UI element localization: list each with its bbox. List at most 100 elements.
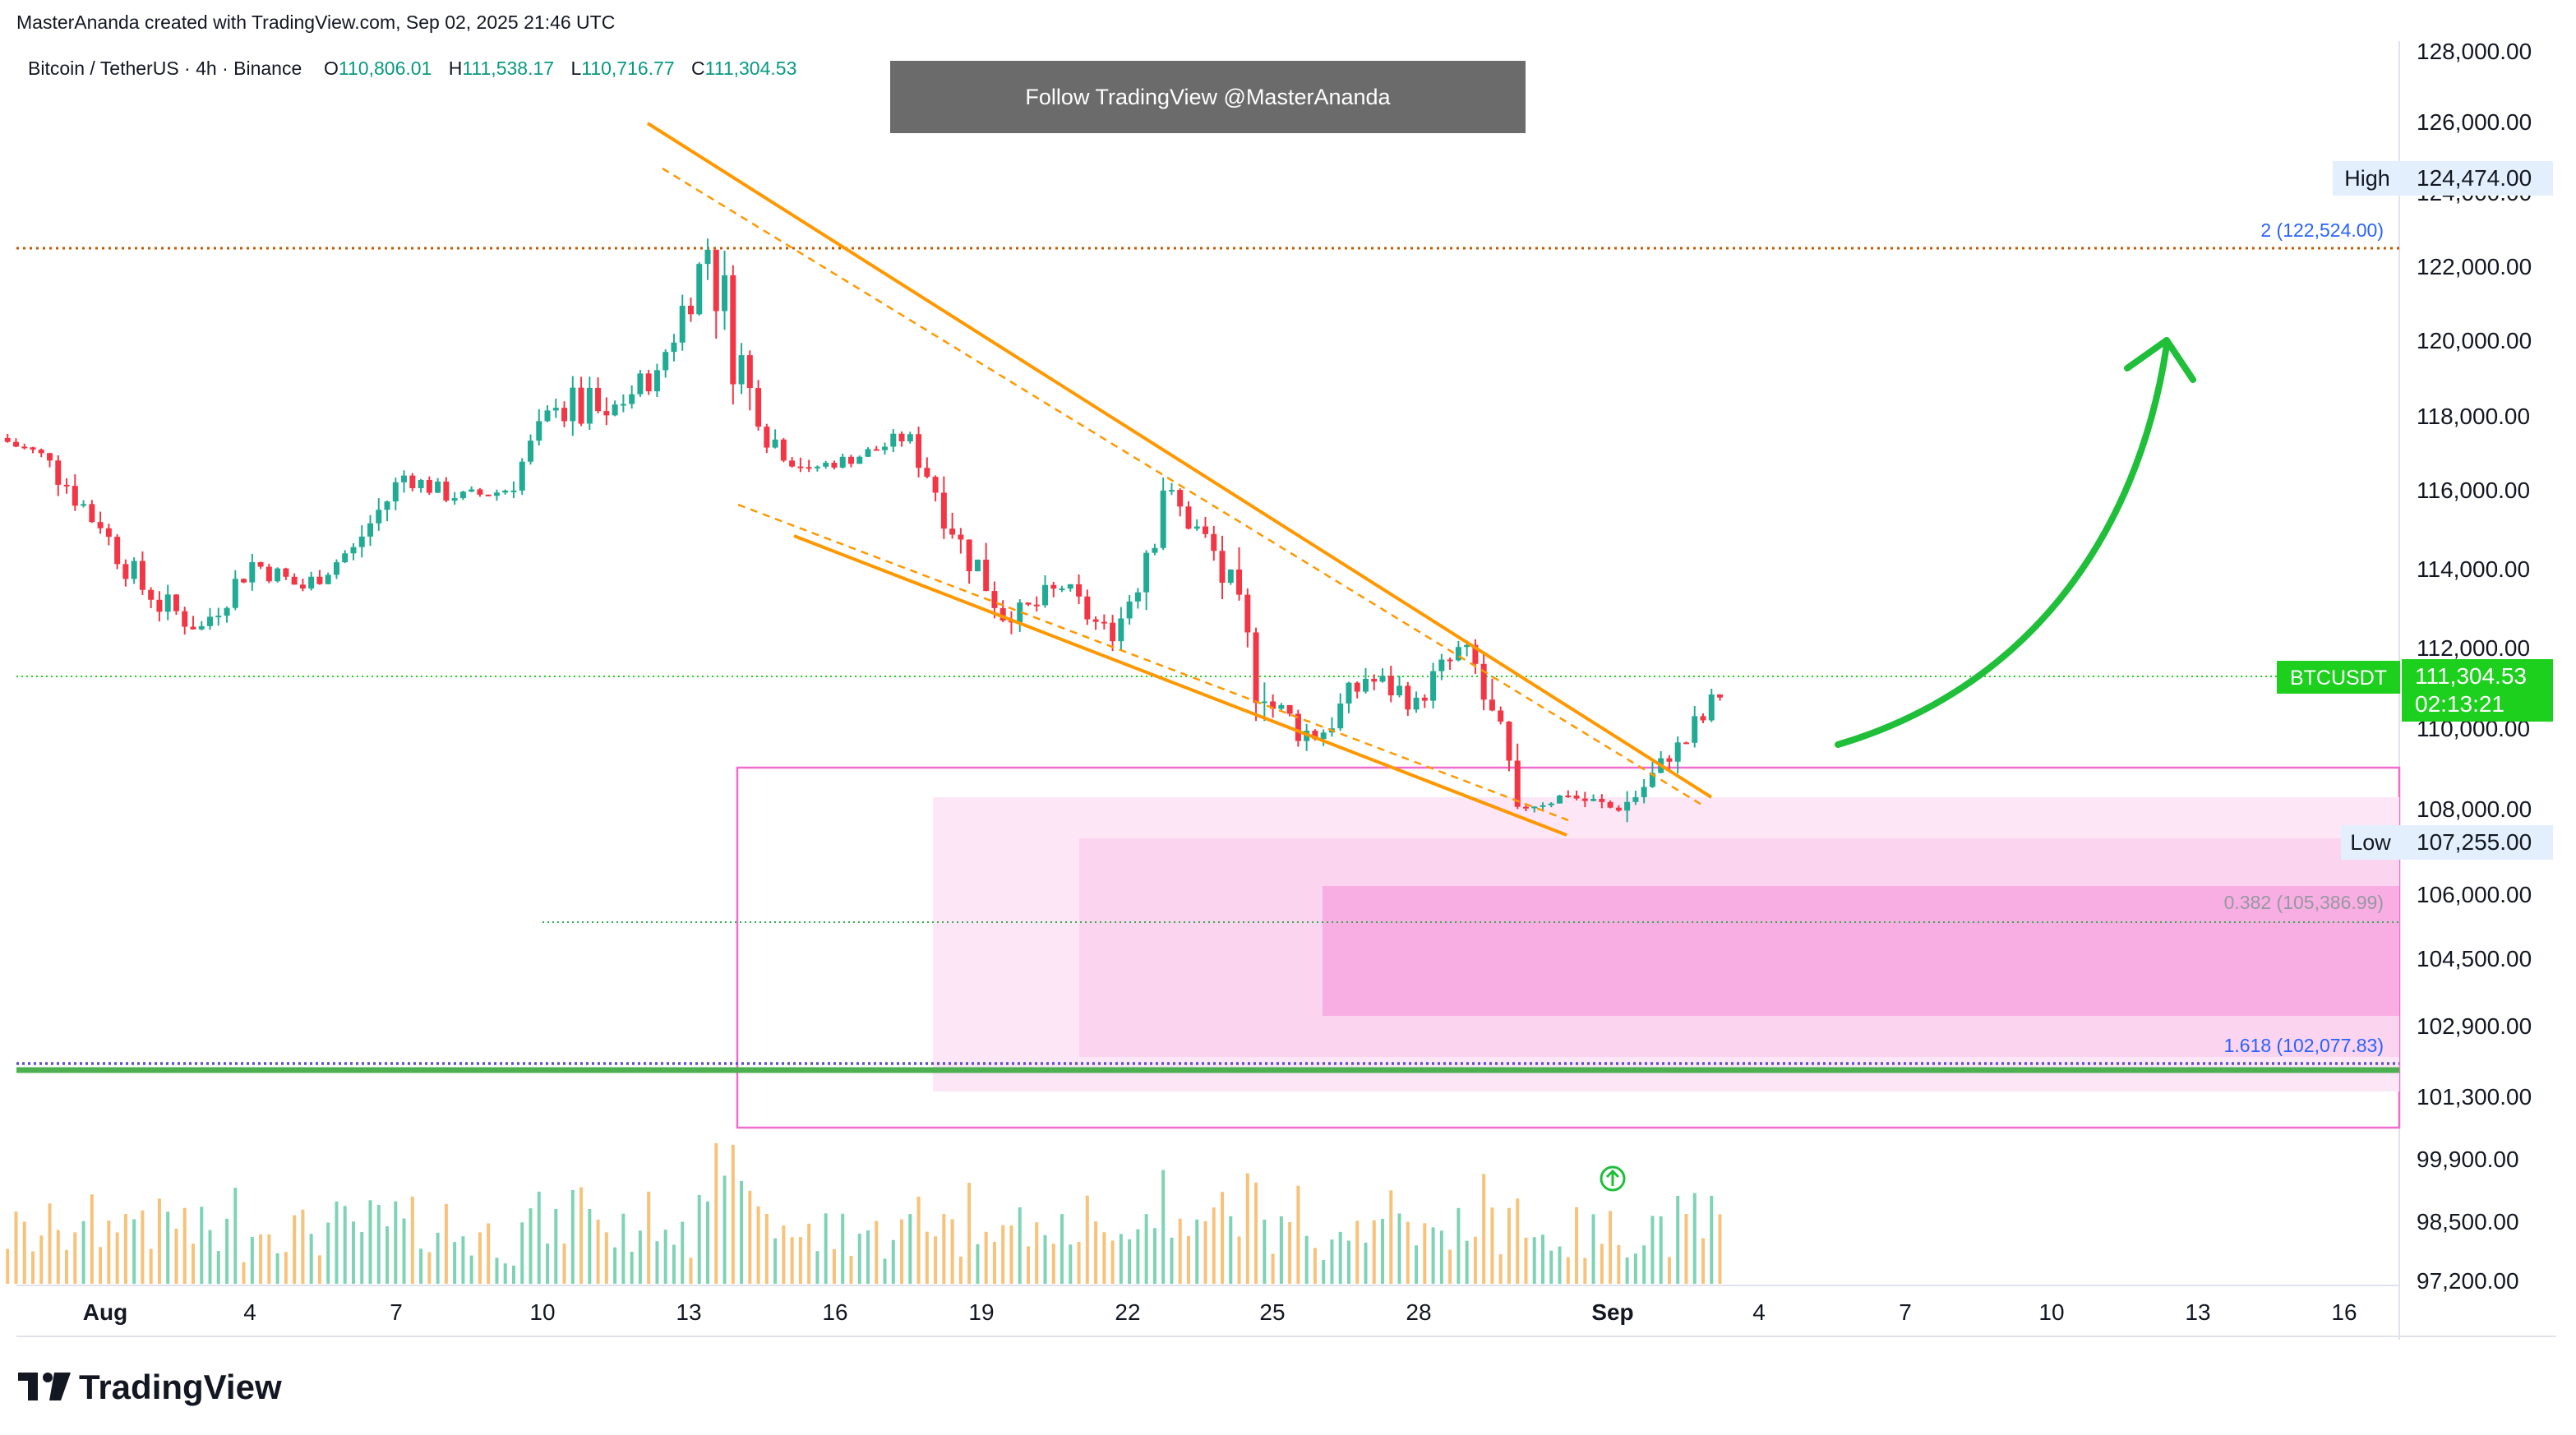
candle-body bbox=[780, 439, 787, 461]
volume-bar bbox=[1288, 1222, 1292, 1284]
volume-bar bbox=[1659, 1216, 1663, 1284]
fib-1618-label: 1.618 (102,077.83) bbox=[2224, 1035, 2384, 1056]
volume-bar bbox=[992, 1241, 996, 1284]
volume-bar bbox=[697, 1194, 701, 1284]
volume-bar bbox=[714, 1142, 718, 1284]
volume-bar bbox=[1448, 1249, 1452, 1284]
volume-bar bbox=[309, 1234, 313, 1284]
volume-bar bbox=[984, 1231, 988, 1284]
candle-body bbox=[367, 523, 374, 537]
candle-body bbox=[358, 536, 365, 547]
volume-bar bbox=[764, 1213, 769, 1284]
volume-bar bbox=[748, 1190, 752, 1284]
volume-bar bbox=[1566, 1257, 1570, 1284]
candle-body bbox=[713, 249, 719, 311]
follow-banner[interactable]: Follow TradingView @MasterAnanda bbox=[890, 61, 1526, 133]
candle-body bbox=[493, 492, 500, 496]
time-axis[interactable]: Aug 4 7 10 13 16 19 22 25 28 Sep 4 7 10 … bbox=[83, 1299, 2357, 1325]
x-tick-label: 19 bbox=[968, 1299, 994, 1325]
y-tick-label: 128,000.00 bbox=[2417, 39, 2532, 64]
volume-bar bbox=[1128, 1239, 1132, 1284]
candle-body bbox=[1042, 584, 1049, 606]
volume-bar bbox=[529, 1208, 533, 1284]
volume-bar bbox=[1161, 1170, 1166, 1284]
candle-body bbox=[991, 591, 998, 608]
high-label-bg bbox=[2333, 161, 2402, 196]
volume-bar bbox=[1609, 1211, 1613, 1284]
candle-body bbox=[1632, 796, 1639, 802]
volume-bar bbox=[773, 1238, 778, 1284]
y-tick-label: 104,500.00 bbox=[2417, 946, 2532, 971]
x-tick-label: 7 bbox=[390, 1299, 403, 1325]
volume-bar bbox=[1313, 1248, 1317, 1284]
volume-bar bbox=[1642, 1245, 1646, 1284]
candle-body bbox=[1480, 663, 1487, 700]
candle-body bbox=[4, 437, 11, 442]
candle-body bbox=[1489, 699, 1495, 711]
volume-bar bbox=[1322, 1260, 1326, 1284]
candle-body bbox=[527, 441, 533, 462]
tradingview-logo[interactable]: TradingView bbox=[18, 1368, 282, 1407]
y-tick-label: 98,500.00 bbox=[2417, 1209, 2519, 1234]
candle-body bbox=[831, 463, 838, 468]
volume-bar bbox=[225, 1218, 229, 1284]
y-tick-label: 120,000.00 bbox=[2417, 328, 2532, 353]
x-tick-label: 10 bbox=[529, 1299, 555, 1325]
volume-bar bbox=[487, 1223, 491, 1284]
volume-bar bbox=[141, 1210, 145, 1284]
volume-bar bbox=[427, 1252, 432, 1284]
volume-bar bbox=[1009, 1225, 1013, 1284]
candle-body bbox=[1295, 713, 1301, 741]
x-tick-label: 10 bbox=[2038, 1299, 2064, 1325]
wedge-upper-dashed bbox=[662, 167, 1706, 809]
volume-bar bbox=[233, 1188, 238, 1284]
candle-body bbox=[325, 574, 331, 584]
candle-body bbox=[839, 456, 846, 468]
candle-body bbox=[148, 589, 155, 600]
candle-body bbox=[333, 562, 339, 575]
volume-bar bbox=[1237, 1236, 1241, 1284]
candle-body bbox=[1674, 742, 1681, 762]
candle-body bbox=[232, 579, 238, 608]
candle-body bbox=[1641, 787, 1647, 797]
price-axis[interactable]: 128,000.00 126,000.00 124,000.00 122,000… bbox=[2417, 39, 2532, 1294]
candle-body bbox=[1599, 799, 1605, 802]
volume-bar bbox=[1152, 1228, 1156, 1284]
high-label: High bbox=[2344, 166, 2390, 191]
candle-body bbox=[1396, 685, 1403, 696]
tradingview-logo-text: TradingView bbox=[79, 1368, 282, 1406]
candle-body bbox=[1126, 601, 1133, 619]
volume-bar bbox=[722, 1175, 727, 1284]
candle-body bbox=[1134, 592, 1141, 602]
last-price-tag: BTCUSDT bbox=[2290, 667, 2387, 690]
volume-bar bbox=[790, 1237, 794, 1284]
volume-bar bbox=[1102, 1232, 1106, 1284]
candle-body bbox=[671, 342, 677, 353]
volume-bar bbox=[1069, 1244, 1073, 1284]
candle-body bbox=[1211, 533, 1217, 551]
candle-body bbox=[114, 537, 121, 565]
volume-bar bbox=[1498, 1254, 1503, 1284]
y-tick-label: 112,000.00 bbox=[2417, 635, 2530, 661]
projection-arrow-head bbox=[2124, 337, 2196, 383]
volume-bar bbox=[798, 1237, 802, 1284]
candle-body bbox=[241, 579, 247, 583]
last-price-value-bg bbox=[2402, 659, 2553, 722]
volume-bar bbox=[1077, 1242, 1081, 1284]
candle-body bbox=[1438, 659, 1445, 671]
volume-bar bbox=[731, 1144, 735, 1284]
candle-body bbox=[653, 370, 660, 392]
volume-bar bbox=[849, 1255, 853, 1284]
candle-body bbox=[730, 275, 736, 385]
last-price-tag-bg bbox=[2277, 661, 2400, 694]
y-tick-label: 114,000.00 bbox=[2417, 556, 2530, 582]
candle-body bbox=[510, 490, 517, 492]
x-tick-label: 13 bbox=[676, 1299, 701, 1325]
candle-body bbox=[122, 564, 129, 579]
candle-body bbox=[89, 504, 95, 523]
symbol-legend: Bitcoin / TetherUS · 4h · Binance O110,8… bbox=[28, 58, 808, 80]
y-tick-label: 118,000.00 bbox=[2417, 404, 2530, 429]
candle-body bbox=[1219, 551, 1226, 584]
volume-bar bbox=[115, 1232, 119, 1284]
